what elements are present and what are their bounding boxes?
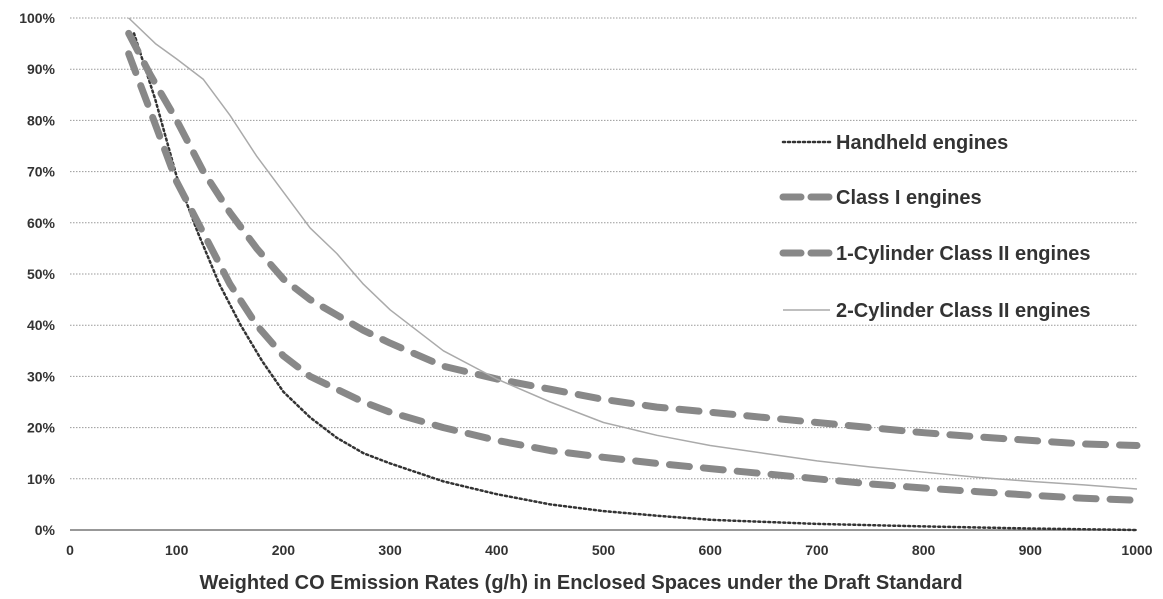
y-tick-label: 40% [27, 317, 56, 333]
y-axis-tick-labels: 0% 10% 20% 30% 40% 50% 60% 70% 80% 90% 100% [19, 10, 55, 538]
legend-label: Handheld engines [836, 132, 1008, 154]
x-axis-tick-labels: 0 100 200 300 400 500 600 700 800 900 1000 [66, 542, 1153, 558]
x-tick-label: 1000 [1121, 542, 1152, 558]
y-tick-label: 0% [35, 522, 56, 538]
series-line-1 [125, 29, 1141, 449]
y-tick-label: 50% [27, 266, 56, 282]
x-tick-label: 600 [699, 542, 723, 558]
y-tick-label: 20% [27, 420, 56, 436]
x-tick-label: 0 [66, 542, 74, 558]
legend-label: Class I engines [836, 187, 982, 209]
x-tick-label: 100 [165, 542, 189, 558]
x-tick-label: 400 [485, 542, 509, 558]
y-tick-label: 60% [27, 215, 56, 231]
y-tick-label: 30% [27, 368, 56, 384]
gridlines [70, 17, 1137, 480]
series-line-3 [128, 17, 1138, 490]
y-tick-label: 100% [19, 10, 55, 26]
series-line-2 [125, 50, 1141, 504]
x-tick-label: 500 [592, 542, 616, 558]
y-tick-label: 90% [27, 61, 56, 77]
y-tick-label: 70% [27, 164, 56, 180]
x-tick-label: 300 [378, 542, 402, 558]
x-tick-label: 700 [805, 542, 829, 558]
x-axis-title: Weighted CO Emission Rates (g/h) in Encl… [199, 572, 962, 594]
series-layer [125, 17, 1141, 532]
x-tick-label: 800 [912, 542, 936, 558]
x-tick-label: 900 [1019, 542, 1043, 558]
legend: Handheld engines Class I engines 1-Cylinde… [779, 132, 1091, 322]
legend-label: 2-Cylinder Class II engines [836, 300, 1091, 322]
series-line-0 [132, 32, 1139, 532]
y-tick-label: 80% [27, 112, 56, 128]
legend-label: 1-Cylinder Class II engines [836, 243, 1091, 265]
x-tick-label: 200 [272, 542, 296, 558]
y-tick-label: 10% [27, 471, 56, 487]
